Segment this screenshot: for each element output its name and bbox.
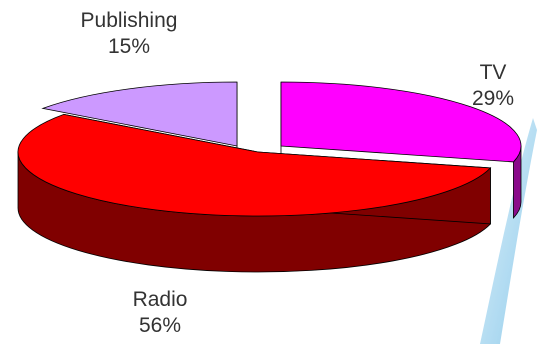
decorative-swoosh (480, 118, 537, 344)
label-radio: Radio 56% (95, 287, 225, 339)
label-radio-percent: 56% (138, 314, 182, 337)
label-tv: TV 29% (455, 60, 531, 112)
label-publishing-name: Publishing (80, 9, 178, 32)
slice-radio (17, 113, 492, 217)
label-publishing: Publishing 15% (60, 8, 198, 60)
label-radio-name: Radio (132, 288, 188, 311)
slice-tv (280, 81, 522, 163)
slice-publishing (41, 81, 238, 147)
label-tv-name: TV (479, 61, 507, 84)
label-publishing-percent: 15% (107, 35, 151, 58)
label-tv-percent: 29% (471, 87, 515, 110)
